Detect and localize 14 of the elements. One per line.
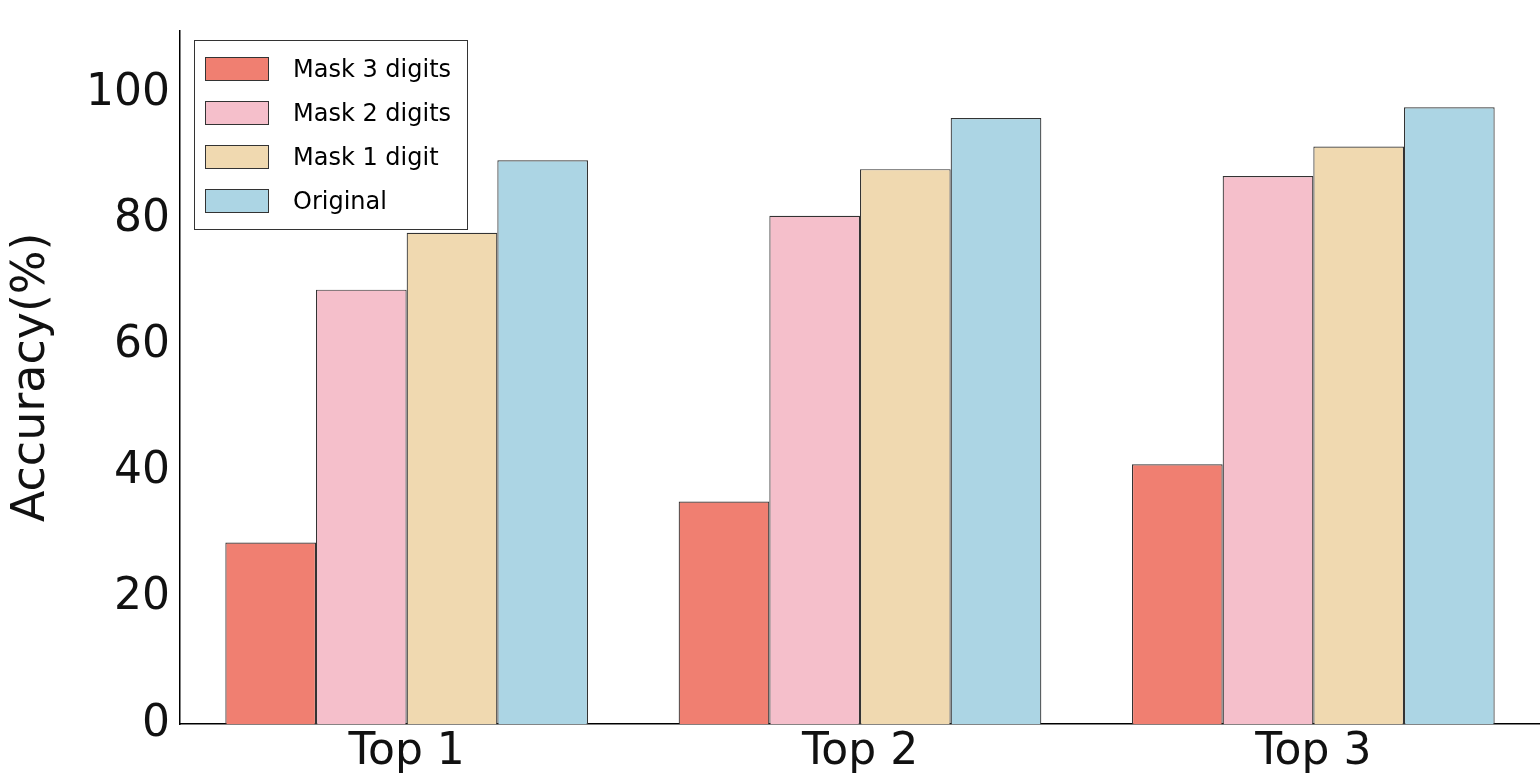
y-tick-label: 0 (142, 694, 170, 746)
legend-label: Mask 1 digit (293, 143, 439, 172)
x-tick-label: Top 2 (800, 723, 919, 775)
legend-label: Mask 2 digits (293, 99, 452, 128)
y-tick-label: 80 (114, 190, 170, 242)
y-axis-title: Accuracy(%) (0, 232, 55, 523)
x-tick-label: Top 3 (1254, 723, 1372, 775)
y-tick-label: 100 (86, 63, 170, 115)
y-tick-label: 60 (114, 316, 170, 368)
legend-label: Original (293, 187, 387, 216)
legend-label: Mask 3 digits (293, 55, 452, 84)
y-tick-label: 20 (114, 568, 170, 620)
x-tick-label: Top 1 (347, 723, 465, 775)
y-tick-label: 40 (114, 442, 170, 494)
